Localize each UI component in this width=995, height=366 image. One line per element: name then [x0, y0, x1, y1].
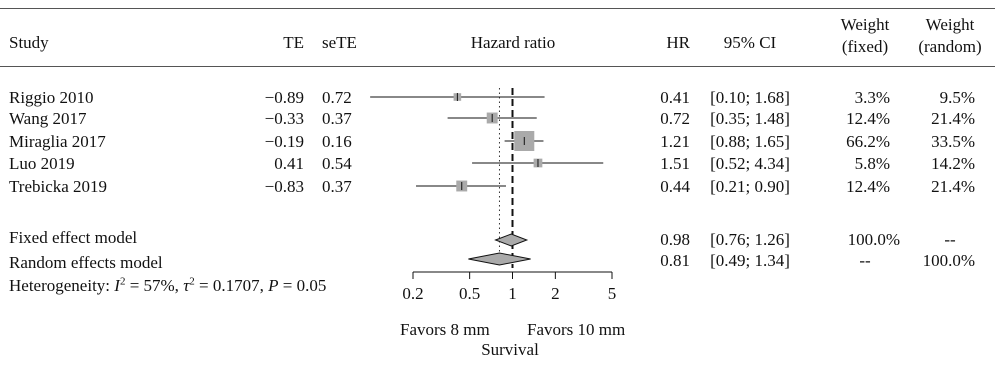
- header-te: TE: [283, 33, 304, 52]
- header-weight-fixed-2: (fixed): [841, 37, 889, 56]
- x-tick-label: 0.5: [459, 284, 480, 303]
- study-name: Luo 2019: [9, 154, 75, 173]
- weight-random-value: 33.5%: [931, 132, 975, 151]
- i2-value: = 57%,: [125, 276, 184, 295]
- sete-value: 0.37: [322, 109, 352, 128]
- te-value: −0.19: [264, 132, 304, 151]
- tau-symbol: τ: [183, 276, 190, 295]
- hr-value: 1.21: [660, 132, 690, 151]
- hr-value: 0.72: [660, 109, 690, 128]
- te-value: 0.41: [274, 154, 304, 173]
- p-symbol: P: [268, 276, 279, 295]
- te-value: −0.89: [264, 88, 304, 107]
- weight-fixed-value: 3.3%: [854, 88, 890, 107]
- tau-value: = 0.1707,: [194, 276, 269, 295]
- study-name: Riggio 2010: [9, 88, 94, 107]
- ci-value: [0.10; 1.68]: [710, 88, 790, 107]
- weight-fixed-value: 5.8%: [854, 154, 890, 173]
- weight-random-value: 9.5%: [939, 88, 975, 107]
- header-weight-fixed-1: Weight: [840, 15, 890, 34]
- weight-fixed-value: 12.4%: [846, 177, 890, 196]
- top-rule: [0, 8, 995, 9]
- favors-left-label: Favors 8 mm: [400, 320, 490, 339]
- sete-value: 0.16: [322, 132, 352, 151]
- tau-superscript: 2: [189, 275, 195, 288]
- sete-value: 0.37: [322, 177, 352, 196]
- weight-fixed-value: 100.0%: [847, 230, 900, 249]
- study-name: Wang 2017: [9, 109, 87, 128]
- p-value: = 0.05: [278, 276, 327, 295]
- te-value: −0.33: [264, 109, 304, 128]
- ci-value: [0.52; 4.34]: [710, 154, 790, 173]
- sete-value: 0.72: [322, 88, 352, 107]
- weight-random-value: --: [944, 230, 956, 249]
- header-hazard-ratio: Hazard ratio: [470, 33, 556, 52]
- weight-random-value: 21.4%: [931, 109, 975, 128]
- pooled-diamond: [468, 252, 531, 266]
- x-tick-label: 5: [608, 284, 617, 303]
- x-tick-label: 0.2: [402, 284, 423, 303]
- sete-value: 0.54: [322, 154, 352, 173]
- header-hr: HR: [666, 33, 690, 52]
- header-sete: seTE: [322, 33, 357, 52]
- heterogeneity-text: Heterogeneity: I2 = 57%, τ2 = 0.1707, P …: [9, 276, 326, 296]
- study-name: Miraglia 2017: [9, 132, 106, 151]
- heterogeneity-prefix: Heterogeneity:: [9, 276, 115, 295]
- ci-value: [0.88; 1.65]: [710, 132, 790, 151]
- ci-value: [0.76; 1.26]: [710, 230, 790, 249]
- hr-value: 0.44: [660, 177, 690, 196]
- x-tick-label: 2: [551, 284, 560, 303]
- pooled-diamond: [494, 233, 529, 247]
- hr-value: 0.41: [660, 88, 690, 107]
- axis-title: Survival: [481, 340, 539, 359]
- i2-symbol: I: [114, 276, 120, 295]
- weight-fixed-value: 12.4%: [846, 109, 890, 128]
- weight-fixed-value: --: [859, 251, 871, 270]
- hr-value: 0.81: [660, 251, 690, 270]
- weight-fixed-value: 66.2%: [846, 132, 890, 151]
- study-name: Trebicka 2019: [9, 177, 108, 196]
- ci-value: [0.21; 0.90]: [710, 177, 790, 196]
- te-value: −0.83: [264, 177, 304, 196]
- weight-random-value: 21.4%: [931, 177, 975, 196]
- weight-random-value: 100.0%: [922, 251, 975, 270]
- hr-value: 0.98: [660, 230, 690, 249]
- weight-random-value: 14.2%: [931, 154, 975, 173]
- header-study: Study: [9, 33, 49, 52]
- ci-value: [0.49; 1.34]: [710, 251, 790, 270]
- ci-value: [0.35; 1.48]: [710, 109, 790, 128]
- x-tick-label: 1: [508, 284, 517, 303]
- header-weight-random-2: (random): [918, 37, 982, 56]
- hr-value: 1.51: [660, 154, 690, 173]
- model-label: Fixed effect model: [9, 228, 138, 247]
- header-rule: [0, 66, 995, 67]
- i2-superscript: 2: [119, 275, 126, 288]
- model-label: Random effects model: [9, 253, 163, 272]
- header-ci: 95% CI: [723, 33, 777, 52]
- favors-right-label: Favors 10 mm: [527, 320, 626, 339]
- header-weight-random-1: Weight: [925, 15, 975, 34]
